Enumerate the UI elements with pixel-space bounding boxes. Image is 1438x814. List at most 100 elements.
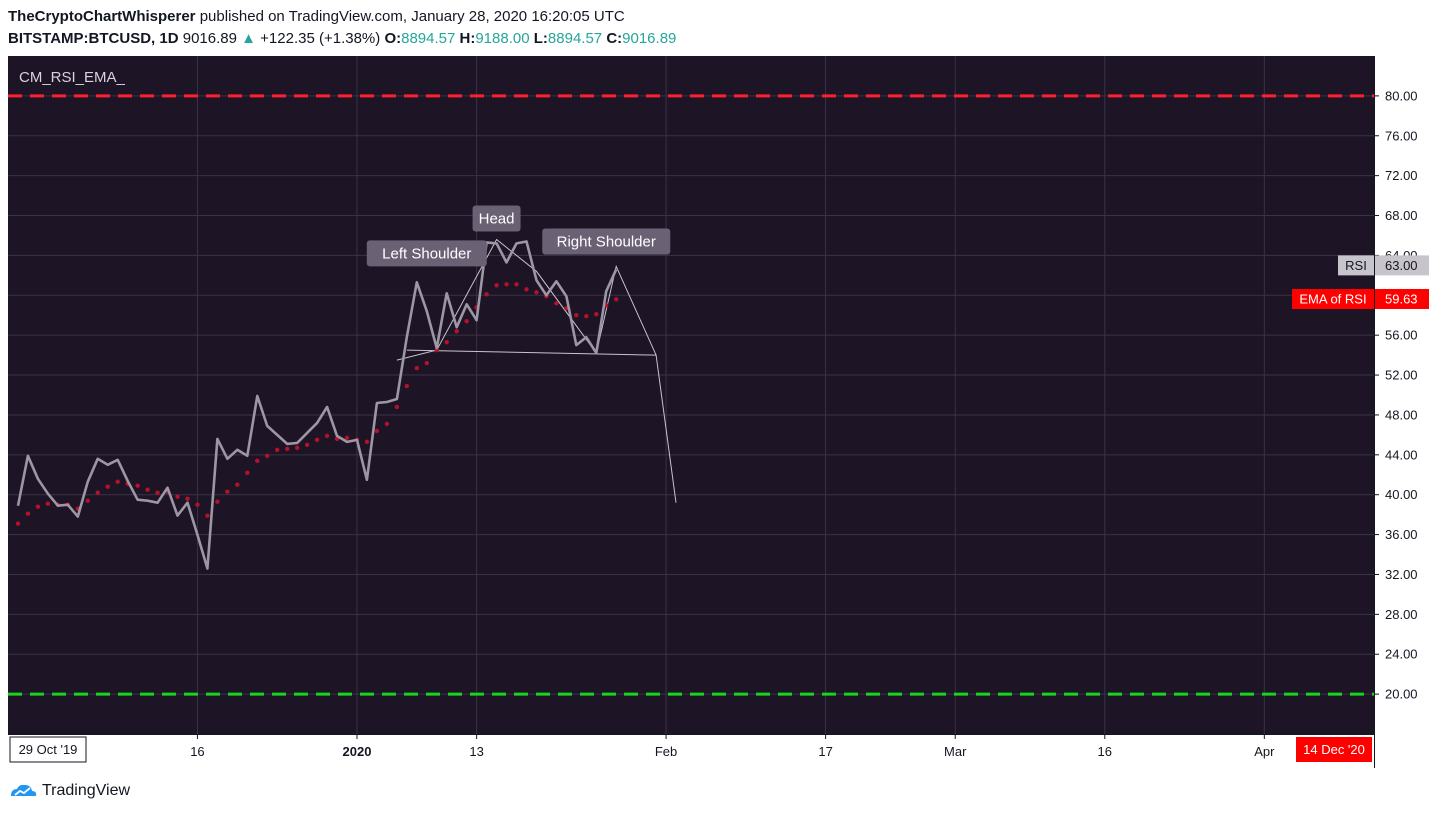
ema-point — [245, 470, 250, 475]
price-tick-label: 44.00 — [1385, 447, 1418, 462]
ema-point — [195, 502, 200, 507]
symbol-line: BITSTAMP:BTCUSD, 1D 9016.89 ▲ +122.35 (+… — [8, 28, 676, 50]
ema-point — [145, 487, 150, 492]
ema-point — [275, 447, 280, 453]
pattern-outline — [396, 238, 677, 503]
annotation-label: Left Shoulder — [366, 240, 487, 267]
price-tick-label: 40.00 — [1385, 487, 1418, 502]
ema-point — [614, 297, 619, 302]
ema-point — [255, 458, 260, 464]
ema-point — [434, 347, 439, 353]
last-value-badges: RSI 63.00 EMA of RSI 59.63 — [1292, 255, 1429, 309]
ema-point — [265, 453, 270, 459]
ema-point — [314, 437, 320, 443]
pattern-annotations: Left Shoulder Head Right Shoulder — [366, 205, 671, 267]
ema-value-label: 59.63 — [1385, 291, 1418, 306]
ema-value-box — [1375, 288, 1429, 309]
ema-point — [574, 313, 579, 318]
ema-point — [444, 339, 449, 345]
publish-info: published on TradingView.com, January 28… — [199, 8, 625, 25]
ema-point — [235, 482, 240, 487]
ema-point — [414, 365, 420, 371]
price-tick-label: 24.00 — [1385, 647, 1418, 662]
open-value: 8894.57 — [401, 30, 456, 47]
tradingview-logo-icon — [11, 784, 37, 796]
ema-point — [534, 290, 539, 295]
ema-point — [225, 489, 230, 494]
time-axis[interactable]: 16 2020 13 Feb 17 Mar 16 Apr 29 Oct '19 14 Dec '2… — [8, 734, 1374, 768]
indicator-label[interactable]: CM_RSI_EMA_ — [19, 69, 126, 86]
annotation-text: Head — [479, 211, 515, 228]
ema-point — [135, 483, 140, 488]
ema-point — [45, 501, 51, 506]
price-tick-label: 32.00 — [1385, 567, 1418, 582]
ema-point — [404, 383, 410, 389]
annotation-box — [472, 205, 521, 232]
ema-point — [15, 521, 21, 526]
ema-point — [95, 490, 100, 495]
up-arrow-icon: ▲ — [241, 30, 256, 47]
price-change: +122.35 (+1.38%) — [260, 30, 381, 47]
ema-point — [35, 504, 41, 509]
low-label: L: — [533, 30, 548, 47]
time-tick-label: 2020 — [343, 744, 372, 759]
price-tick-label: 36.00 — [1385, 527, 1418, 542]
time-tick-label: Mar — [944, 744, 967, 759]
rsi-name-label: RSI — [1345, 258, 1367, 273]
time-tick-label: 17 — [818, 744, 832, 759]
ema-point — [374, 428, 380, 434]
rsi-value-label: 63.00 — [1385, 258, 1418, 273]
ema-point — [394, 404, 400, 410]
chart-panel[interactable]: Left Shoulder Head Right Shoulder CM_RSI_E… — [8, 56, 1430, 768]
low-value: 8894.57 — [547, 30, 603, 47]
ema-point — [494, 283, 499, 288]
neckline — [406, 349, 657, 356]
ema-point — [25, 511, 31, 516]
price-tick-label: 48.00 — [1385, 407, 1418, 422]
rsi-series — [16, 240, 618, 570]
rsi-name-box — [1338, 255, 1374, 276]
ema-point — [185, 496, 190, 501]
ema-point — [484, 292, 489, 297]
ema-point — [205, 513, 210, 518]
ema-point — [175, 494, 180, 499]
ema-point — [324, 433, 330, 439]
price-tick-label: 28.00 — [1385, 607, 1418, 622]
end-date-box — [1296, 737, 1372, 762]
ema-point — [85, 498, 90, 503]
symbol-label: BITSTAMP:BTCUSD, 1D — [8, 30, 179, 47]
price-axis[interactable]: 20.00 24.00 28.00 32.00 36.00 40.00 44.00 48.00… — [1374, 56, 1430, 768]
rsi-line — [16, 240, 618, 570]
price-tick-label: 68.00 — [1385, 208, 1418, 223]
high-label: H: — [459, 30, 476, 47]
rsi-value-badge: RSI 63.00 — [1338, 255, 1429, 276]
tradingview-brand[interactable]: TradingView — [42, 782, 131, 799]
high-value: 9188.00 — [475, 30, 530, 47]
ema-point — [294, 445, 300, 451]
publish-line: TheCryptoChartWhisperer published on Tra… — [8, 6, 676, 28]
start-date-box — [9, 736, 87, 763]
ema-point — [384, 421, 390, 427]
price-axis-background — [1374, 56, 1430, 768]
price-tick-label: 56.00 — [1385, 328, 1418, 343]
ema-name-label: EMA of RSI — [1299, 291, 1366, 306]
ema-point — [344, 435, 350, 441]
ema-point — [504, 282, 509, 287]
price-tick-label: 80.00 — [1385, 88, 1418, 103]
author-name[interactable]: TheCryptoChartWhisperer — [8, 8, 196, 25]
ema-value-badge: EMA of RSI 59.63 — [1292, 288, 1429, 309]
head-shoulders-pattern — [396, 238, 677, 503]
annotation-label: Right Shoulder — [542, 228, 671, 255]
ema-point — [554, 301, 559, 306]
rsi-chart[interactable]: Left Shoulder Head Right Shoulder CM_RSI_E… — [8, 56, 1430, 768]
annotation-label: Head — [472, 205, 521, 232]
annotation-box — [542, 228, 671, 255]
ema-point — [364, 439, 370, 445]
ema-point — [105, 484, 110, 489]
annotation-box — [366, 240, 487, 267]
ema-point — [514, 282, 519, 287]
price-tick-label: 72.00 — [1385, 168, 1418, 183]
annotation-text: Right Shoulder — [557, 233, 656, 250]
last-price: 9016.89 — [182, 30, 237, 47]
plot-background[interactable] — [8, 56, 1374, 734]
